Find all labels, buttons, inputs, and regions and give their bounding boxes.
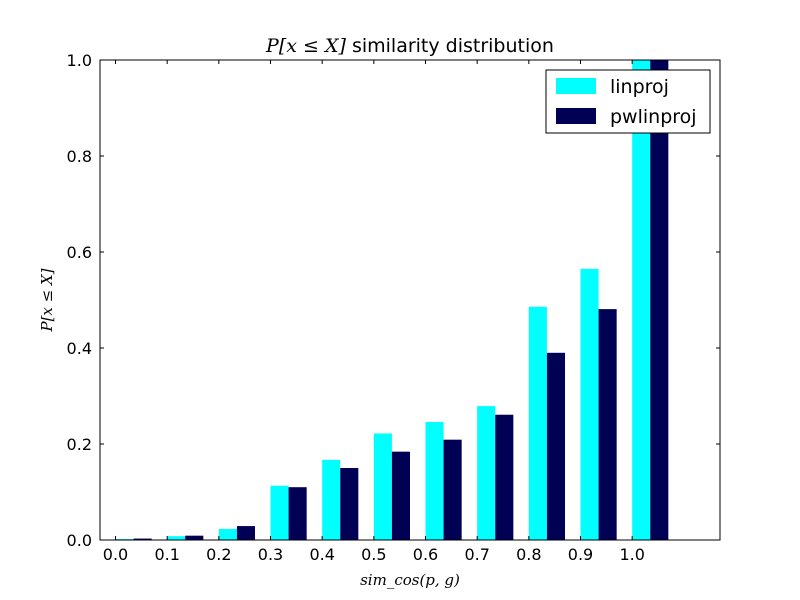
plot-frame — [99, 59, 721, 541]
bar-pwlinproj-0.5 — [391, 451, 410, 540]
bar-pwlinproj-0.0 — [133, 538, 152, 540]
y-tick-label-0.0: 0.0 — [67, 531, 92, 550]
legend: linproj pwlinproj — [545, 69, 711, 134]
bar-linproj-0.8 — [528, 306, 547, 540]
bar-pwlinproj-0.7 — [495, 414, 514, 540]
y-axis-label: P[x ≤ X] — [38, 268, 56, 332]
chart-title-text: similarity distribution — [346, 35, 554, 57]
y-tick-label-0.4: 0.4 — [67, 339, 92, 358]
y-tick-label-0.2: 0.2 — [67, 435, 92, 454]
x-tick-label-0.9: 0.9 — [568, 545, 593, 564]
bar-pwlinproj-0.3 — [288, 487, 307, 540]
bar-linproj-0.7 — [477, 406, 496, 540]
bar-pwlinproj-0.6 — [443, 439, 462, 540]
bar-pwlinproj-0.2 — [236, 526, 255, 540]
x-tick-label-0.6: 0.6 — [413, 545, 438, 564]
y-tick-label-1.0: 1.0 — [67, 51, 92, 70]
bar-linproj-0.2 — [218, 528, 237, 540]
x-tick-label-0.7: 0.7 — [464, 545, 489, 564]
x-tick-label-0.2: 0.2 — [206, 545, 231, 564]
x-tick-label-0.5: 0.5 — [361, 545, 386, 564]
legend-swatch-linproj — [556, 78, 596, 94]
bar-linproj-0.4 — [322, 459, 341, 540]
y-tick-label-0.8: 0.8 — [67, 147, 92, 166]
x-tick-label-0.3: 0.3 — [258, 545, 283, 564]
x-tick-label-0.1: 0.1 — [154, 545, 179, 564]
chart-title: P[x ≤ X] similarity distribution — [265, 35, 554, 57]
bar-linproj-0.9 — [580, 268, 599, 540]
bar-linproj-0.6 — [425, 421, 444, 540]
x-tick-label-0.0: 0.0 — [103, 545, 128, 564]
bar-pwlinproj-0.8 — [546, 352, 565, 540]
bar-linproj-0.3 — [270, 485, 289, 540]
bar-linproj-1.0 — [632, 60, 651, 540]
x-tick-label-0.8: 0.8 — [516, 545, 541, 564]
x-axis-label: sim_cos(p, g) — [360, 571, 460, 589]
legend-swatch-pwlinproj — [556, 108, 596, 124]
bar-pwlinproj-0.4 — [340, 468, 359, 540]
chart-title-math: P[x ≤ X] — [265, 35, 346, 57]
ticks-layer: 0.0 0.1 0.2 0.3 0.4 0.5 0.6 0.7 0.8 0.9 1.0 0.0 0.2 0… — [67, 51, 720, 564]
bar-pwlinproj-1.0 — [650, 60, 669, 540]
legend-label-linproj: linproj — [610, 76, 669, 98]
bar-pwlinproj-0.1 — [185, 535, 204, 540]
bar-linproj-0.5 — [373, 433, 392, 540]
bar-pwlinproj-0.9 — [598, 309, 617, 540]
y-tick-label-0.6: 0.6 — [67, 243, 92, 262]
title-group: P[x ≤ X] similarity distribution sim_cos… — [38, 35, 554, 589]
x-tick-label-0.4: 0.4 — [309, 545, 334, 564]
x-tick-label-1.0: 1.0 — [619, 545, 644, 564]
bar-linproj-0.1 — [167, 536, 186, 540]
bars-layer — [115, 60, 669, 540]
legend-label-pwlinproj: pwlinproj — [610, 106, 697, 128]
